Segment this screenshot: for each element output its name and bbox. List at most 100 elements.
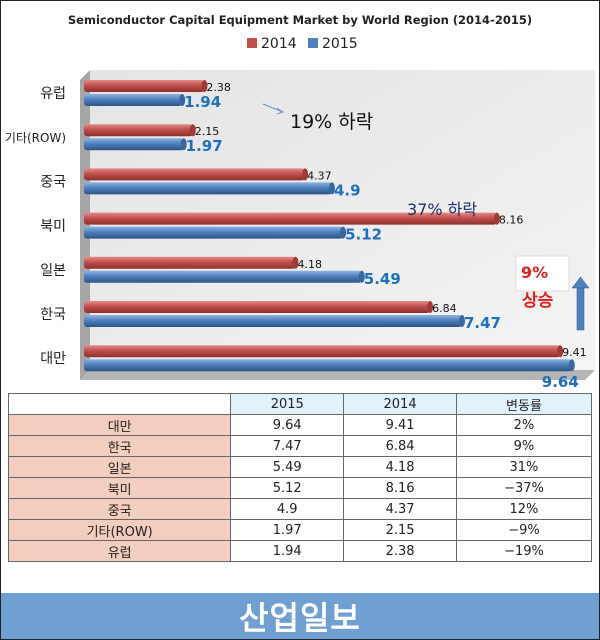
bar-2015 xyxy=(84,270,362,283)
table-row: 기타(ROW) 1.97 2.15 −9% xyxy=(7,519,593,541)
bar-cap-2014 xyxy=(201,80,208,92)
cell-change: 31% xyxy=(455,456,593,478)
cell-2015: 9.64 xyxy=(230,414,345,436)
up-arrowhead-icon xyxy=(571,276,590,289)
floor xyxy=(80,370,595,380)
row-region: 중국 xyxy=(7,498,232,520)
legend-label-2014: 2014 xyxy=(261,36,297,52)
value-label-2015: 4.9 xyxy=(334,181,361,199)
category-label: 한국 xyxy=(40,307,66,323)
bar-2015 xyxy=(84,138,184,151)
category-label: 북미 xyxy=(40,219,66,235)
legend-swatch-2014 xyxy=(247,38,257,48)
table-row: 유럽 1.94 2.38 −19% xyxy=(7,540,593,562)
table-row: 한국 7.47 6.84 9% xyxy=(7,435,593,457)
cell-change: −9% xyxy=(455,519,593,541)
category-label: 중국 xyxy=(40,174,66,190)
cell-2015: 4.9 xyxy=(230,498,345,520)
annotation-europe-drop: 19% 하락 xyxy=(290,111,373,133)
table-row: 일본 5.49 4.18 31% xyxy=(7,456,593,478)
value-label-2014: 6.84 xyxy=(432,302,457,315)
bar-2014 xyxy=(84,212,497,225)
bar-2014 xyxy=(84,124,193,137)
cell-2015: 5.12 xyxy=(230,477,345,499)
bar-2015 xyxy=(84,182,332,195)
value-label-2015: 1.97 xyxy=(186,137,223,155)
annotation-korea-rise: 상승 xyxy=(522,291,554,311)
bar-cap-2014 xyxy=(189,124,196,137)
bar-cap-2015 xyxy=(180,138,187,151)
bar-2015 xyxy=(84,359,572,372)
annotation-korea-pct: 9% xyxy=(521,263,548,282)
bar-cap-2015 xyxy=(328,182,335,195)
bar-2014 xyxy=(84,80,205,92)
header-blank xyxy=(7,393,232,415)
row-region: 대만 xyxy=(7,414,232,436)
table-row: 중국 4.9 4.37 12% xyxy=(7,498,593,520)
header-change: 변동률 xyxy=(455,393,593,415)
value-label-2014: 2.15 xyxy=(195,125,220,138)
cell-2015: 7.47 xyxy=(230,435,345,457)
cell-2014: 4.18 xyxy=(343,456,457,478)
annotation-na-drop: 37% 하락 xyxy=(407,200,477,219)
bar-cap-2015 xyxy=(340,226,347,239)
bar-cap-2015 xyxy=(458,315,465,327)
cell-change: 12% xyxy=(455,498,593,520)
table-row: 대만 9.64 9.41 2% xyxy=(7,414,593,436)
cell-change: 9% xyxy=(455,435,593,457)
row-region: 한국 xyxy=(7,435,232,457)
bar-cap-2014 xyxy=(557,345,564,358)
cell-2014: 2.15 xyxy=(343,519,457,541)
bar-cap-2014 xyxy=(302,168,309,181)
cell-2014: 4.37 xyxy=(343,498,457,520)
bar-chart: Semiconductor Capital Equipment Market b… xyxy=(5,13,595,391)
legend-swatch-2015 xyxy=(308,38,318,48)
bar-cap-2014 xyxy=(427,301,434,313)
value-label-2014: 2.38 xyxy=(206,81,231,94)
cell-2015: 5.49 xyxy=(230,456,345,478)
row-region: 기타(ROW) xyxy=(7,519,232,541)
arrow-icon xyxy=(262,103,284,113)
cell-2014: 2.38 xyxy=(343,540,457,562)
header-2014: 2014 xyxy=(343,393,457,415)
annotations: 19% 하락 37% 하락 9% 상승 xyxy=(262,103,590,331)
chart-title: Semiconductor Capital Equipment Market b… xyxy=(68,13,532,27)
bar-cap-2015 xyxy=(358,270,365,283)
arrowhead-icon xyxy=(276,107,285,115)
bar-2014 xyxy=(84,345,561,358)
cell-change: −37% xyxy=(455,477,593,499)
annotation-box xyxy=(515,255,570,292)
category-label: 일본 xyxy=(40,263,66,279)
cell-2014: 8.16 xyxy=(343,477,457,499)
bar-2014 xyxy=(84,301,431,313)
cell-2014: 9.41 xyxy=(343,414,457,436)
value-label-2015: 1.94 xyxy=(184,93,221,111)
bar-cap-2015 xyxy=(179,94,186,106)
cell-2015: 1.94 xyxy=(230,540,345,562)
up-arrow-icon xyxy=(576,286,585,331)
category-label: 유럽 xyxy=(40,86,66,102)
value-label-2015: 9.64 xyxy=(542,373,579,391)
row-region: 일본 xyxy=(7,456,232,478)
bar-2014 xyxy=(84,168,306,181)
value-label-2015: 7.47 xyxy=(464,314,501,332)
side-wall xyxy=(80,70,90,380)
table-header-row: 2015 2014 변동률 xyxy=(7,393,593,415)
bar-2015 xyxy=(84,94,183,106)
publisher-logo: 산업일보 xyxy=(239,599,361,637)
bar-2015 xyxy=(84,315,462,327)
table-row: 북미 5.12 8.16 −37% xyxy=(7,477,593,499)
bar-cap-2014 xyxy=(292,256,299,269)
header-2015: 2015 xyxy=(230,393,345,415)
legend: 2014 2015 xyxy=(247,36,358,52)
footer-logo-banner: 산업일보 xyxy=(1,593,599,639)
cell-2015: 1.97 xyxy=(230,519,345,541)
category-label: 기타(ROW) xyxy=(5,131,66,145)
value-label-2014: 4.37 xyxy=(307,169,332,182)
value-label-2015: 5.12 xyxy=(345,226,382,244)
row-region: 북미 xyxy=(7,477,232,499)
value-label-2014: 8.16 xyxy=(499,214,524,227)
data-table: 2015 2014 변동률 대만 9.64 9.41 2% 한국 7.47 6.84 9% 일본… xyxy=(7,393,593,562)
value-label-2014: 9.41 xyxy=(562,346,587,359)
cell-change: −19% xyxy=(455,540,593,562)
